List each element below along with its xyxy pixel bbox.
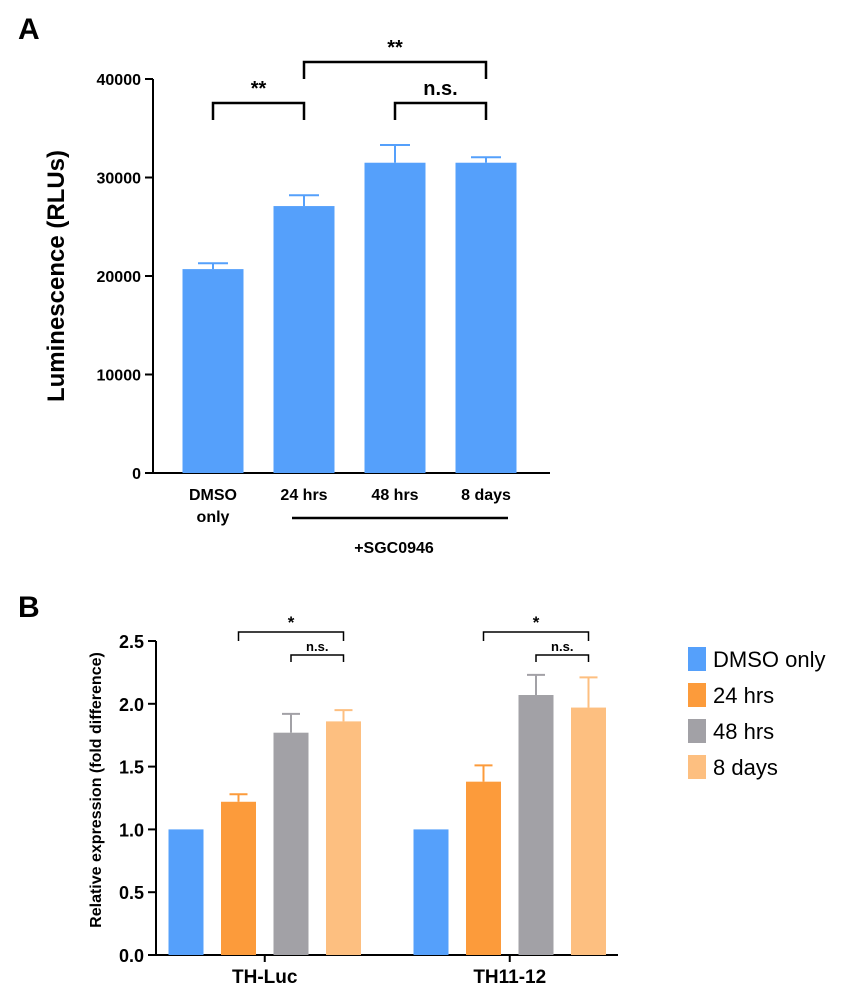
significance-bracket xyxy=(237,631,345,641)
y-tick-label: 30000 xyxy=(97,171,142,188)
bar xyxy=(273,732,309,955)
legend-swatch xyxy=(688,755,706,779)
y-tick-label: 1.5 xyxy=(119,758,144,778)
significance-label: * xyxy=(533,613,540,632)
y-tick-label: 40000 xyxy=(97,72,142,89)
x-tick-label: 24 hrs xyxy=(280,487,327,504)
y-tick-label: 0.5 xyxy=(119,883,144,903)
y-axis-title: Luminescence (RLUs) xyxy=(43,150,70,402)
panel-a-label: A xyxy=(18,13,40,46)
bar xyxy=(273,206,335,473)
bar xyxy=(455,162,517,473)
significance-bracket xyxy=(290,654,345,662)
significance-bracket xyxy=(482,631,590,641)
y-tick-label: 20000 xyxy=(97,269,142,286)
significance-label: ** xyxy=(251,78,267,100)
legend-swatch xyxy=(688,683,706,707)
x-tick-label: 48 hrs xyxy=(371,487,418,504)
bar xyxy=(364,162,426,473)
x-tick-label: only xyxy=(197,509,230,526)
legend-label: 8 days xyxy=(713,755,778,780)
bar xyxy=(182,269,244,473)
panel-b-label: B xyxy=(18,591,40,624)
significance-label: ** xyxy=(387,37,403,59)
legend-label: 48 hrs xyxy=(713,719,774,744)
y-tick-label: 2.5 xyxy=(119,632,144,652)
bar xyxy=(413,829,449,955)
significance-label: * xyxy=(288,613,295,632)
x-tick-label: TH11-12 xyxy=(473,967,546,988)
significance-bracket xyxy=(302,60,488,79)
significance-label: n.s. xyxy=(423,78,457,100)
significance-label: n.s. xyxy=(551,639,573,654)
significance-bracket xyxy=(535,654,590,662)
bar xyxy=(571,707,606,955)
bar xyxy=(326,721,361,955)
y-tick-label: 10000 xyxy=(97,368,142,385)
bar xyxy=(221,801,256,955)
legend-label: 24 hrs xyxy=(713,683,774,708)
significance-bracket xyxy=(211,101,306,120)
bar xyxy=(466,781,501,955)
y-tick-label: 2.0 xyxy=(119,695,144,715)
significance-label: n.s. xyxy=(306,639,328,654)
chart-panel-a: 0 10000 20000 30000 40000 Luminescence (RLUs)… xyxy=(43,37,550,557)
legend-swatch xyxy=(688,719,706,743)
significance-bracket xyxy=(393,101,488,120)
y-axis-title: Relative expression (fold difference) xyxy=(88,652,105,928)
group-bracket-label: +SGC0946 xyxy=(354,540,434,557)
x-tick-label: DMSO xyxy=(189,487,237,504)
y-tick-label: 0 xyxy=(132,466,141,483)
bar xyxy=(168,829,204,955)
x-tick-label: 8 days xyxy=(461,487,511,504)
x-tick-label: TH-Luc xyxy=(232,967,298,988)
y-tick-label: 0.0 xyxy=(119,946,144,966)
y-tick-label: 1.0 xyxy=(119,820,144,840)
bar xyxy=(518,695,554,955)
legend-swatch xyxy=(688,647,706,671)
chart-panel-b: 0.0 0.5 1.0 1.5 2.0 2.5 Relative expression (f… xyxy=(88,613,825,988)
legend-label: DMSO only xyxy=(713,647,825,672)
